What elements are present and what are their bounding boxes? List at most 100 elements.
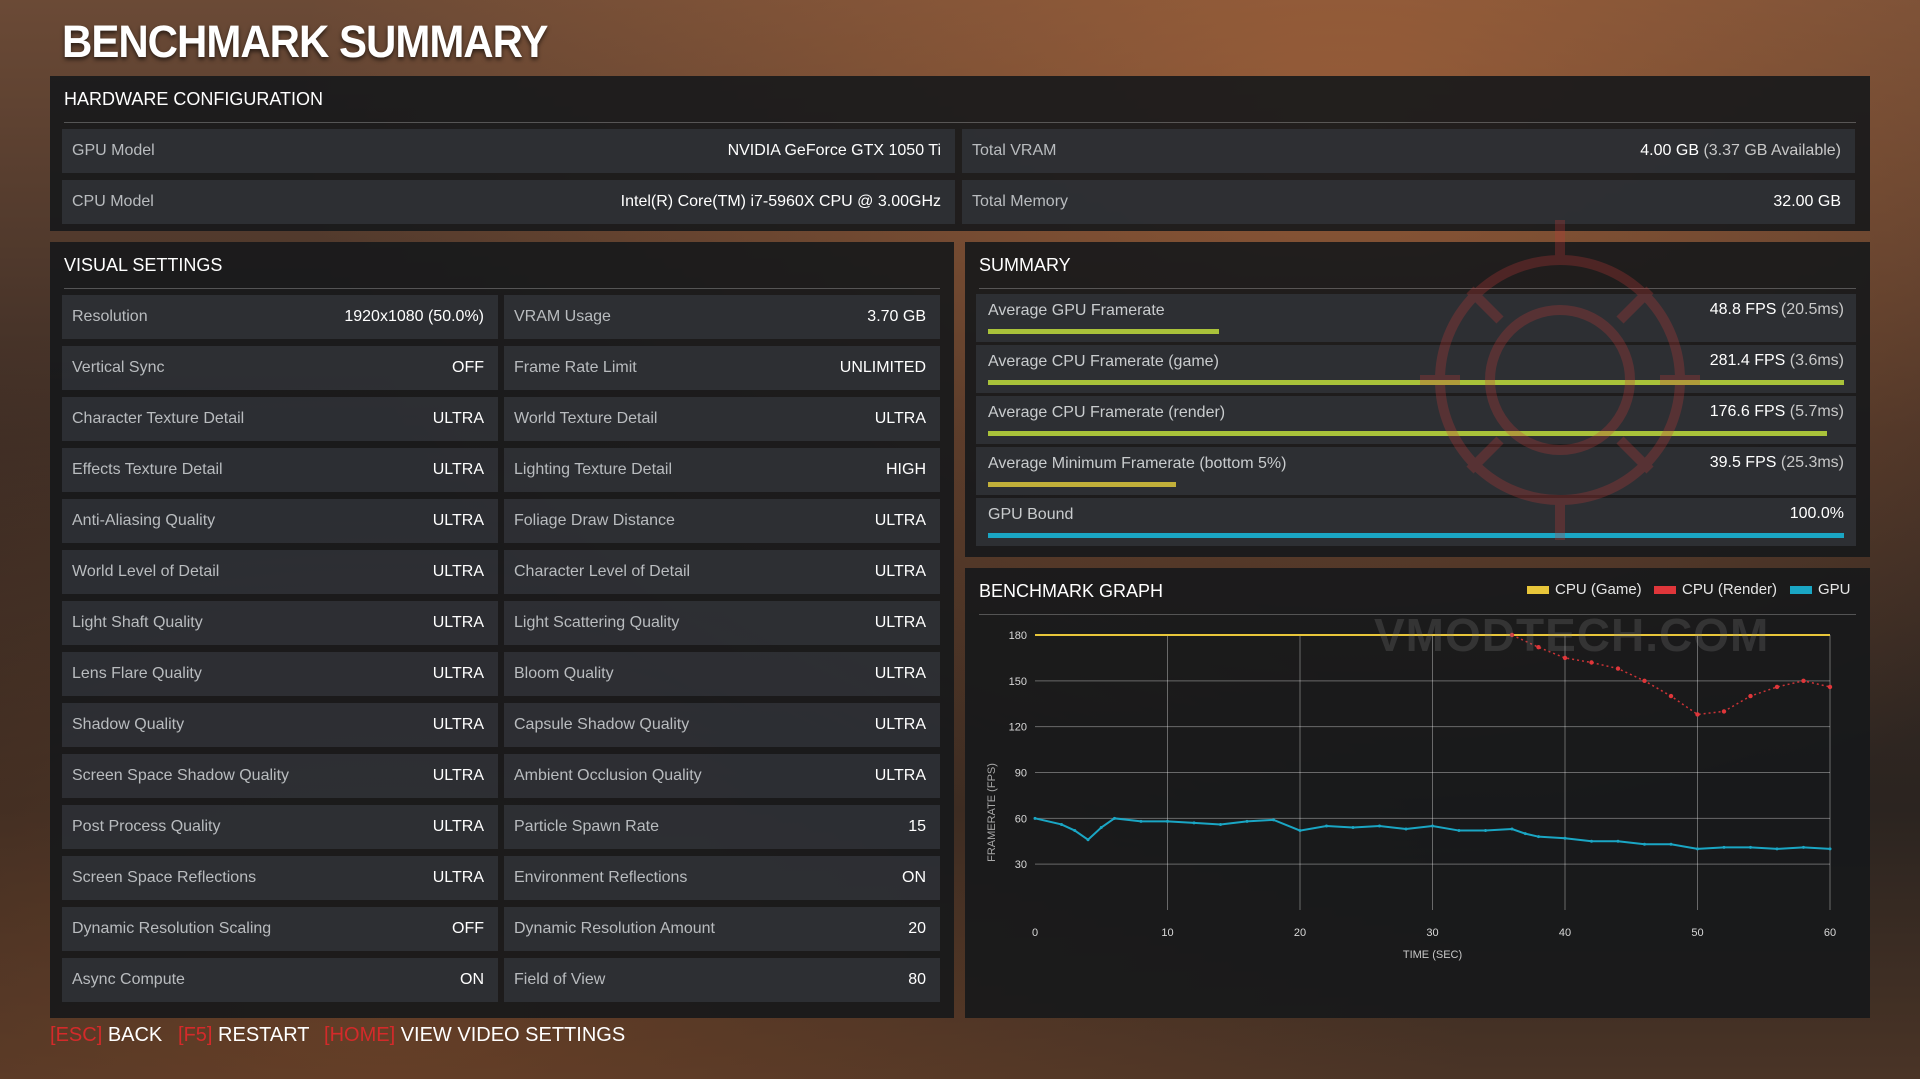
setting-value: ULTRA <box>874 716 926 733</box>
summary-bar <box>988 380 1844 385</box>
y-axis-label: FRAMERATE (FPS) <box>986 763 998 862</box>
gpu-point <box>1722 845 1726 849</box>
setting-row: World Texture Detail ULTRA <box>504 397 940 441</box>
setting-label: Dynamic Resolution Scaling <box>72 920 272 937</box>
view-video-settings-label: VIEW VIDEO SETTINGS <box>400 1024 626 1046</box>
watermark-text: VMODTECH.COM <box>1374 609 1770 661</box>
setting-label: Lens Flare Quality <box>72 665 202 682</box>
setting-label: Resolution <box>72 308 148 325</box>
gpu-point <box>1139 819 1143 823</box>
setting-value: ULTRA <box>874 767 926 784</box>
summary-label: Average CPU Framerate (game) <box>988 353 1219 370</box>
summary-bar <box>988 431 1827 436</box>
setting-row: Screen Space Reflections ULTRA <box>62 856 498 900</box>
setting-value: 3.70 GB <box>867 308 926 325</box>
hardware-label: Total VRAM <box>972 142 1057 159</box>
cpu-render-point <box>1589 660 1594 665</box>
setting-value: ULTRA <box>432 563 484 580</box>
restart-button[interactable]: [F5] RESTART <box>178 1024 310 1047</box>
gpu-point <box>1775 847 1779 851</box>
x-axis-label: TIME (SEC) <box>1403 949 1462 961</box>
back-button[interactable]: [ESC] BACK <box>50 1024 162 1047</box>
setting-label: Ambient Occlusion Quality <box>514 767 702 784</box>
setting-row: Lens Flare Quality ULTRA <box>62 652 498 696</box>
gpu-point <box>1616 839 1620 843</box>
setting-row: Dynamic Resolution Scaling OFF <box>62 907 498 951</box>
y-tick-label: 90 <box>1015 768 1027 780</box>
setting-value: ON <box>902 869 926 886</box>
setting-row: Character Level of Detail ULTRA <box>504 550 940 594</box>
setting-row: Anti-Aliasing Quality ULTRA <box>62 499 498 543</box>
setting-value: HIGH <box>886 461 926 478</box>
gpu-point <box>1325 824 1328 828</box>
gpu-point <box>1537 835 1540 839</box>
gpu-point <box>1523 832 1527 836</box>
setting-label: World Level of Detail <box>72 563 220 580</box>
visual-settings-panel: VISUAL SETTINGS Resolution 1920x1080 (50.… <box>50 242 954 1018</box>
y-tick-label: 150 <box>1009 676 1027 688</box>
summary-row: Average GPU Framerate 48.8 FPS (20.5ms) <box>976 294 1856 342</box>
setting-value: ULTRA <box>874 512 926 529</box>
setting-row: Resolution 1920x1080 (50.0%) <box>62 295 498 339</box>
setting-value: ULTRA <box>874 410 926 427</box>
setting-value: OFF <box>452 920 484 937</box>
setting-row: Light Scattering Quality ULTRA <box>504 601 940 645</box>
gpu-point <box>1378 824 1381 828</box>
setting-value: 80 <box>908 971 926 988</box>
setting-label: Light Scattering Quality <box>514 614 680 631</box>
x-tick-label: 50 <box>1691 927 1703 939</box>
setting-value: ULTRA <box>874 665 926 682</box>
setting-value: ULTRA <box>432 869 484 886</box>
hardware-label: GPU Model <box>72 142 155 159</box>
setting-value: OFF <box>452 359 484 376</box>
setting-label: Effects Texture Detail <box>72 461 223 478</box>
x-tick-label: 40 <box>1559 927 1571 939</box>
summary-value: 39.5 FPS (25.3ms) <box>1709 454 1844 471</box>
setting-row: Dynamic Resolution Amount 20 <box>504 907 940 951</box>
setting-value: ULTRA <box>432 410 484 427</box>
hardware-row-total-memory: Total Memory 32.00 GB <box>962 180 1855 224</box>
setting-row: World Level of Detail ULTRA <box>62 550 498 594</box>
back-key-hint: [ESC] <box>50 1024 103 1046</box>
video-settings-key-hint: [HOME] <box>324 1024 396 1046</box>
setting-row: Effects Texture Detail ULTRA <box>62 448 498 492</box>
setting-label: World Texture Detail <box>514 410 658 427</box>
setting-row: Vertical Sync OFF <box>62 346 498 390</box>
gpu-point <box>1828 847 1832 851</box>
setting-value: ULTRA <box>432 461 484 478</box>
setting-label: Post Process Quality <box>72 818 221 835</box>
gpu-point <box>1669 842 1673 846</box>
gpu-point <box>1749 845 1752 849</box>
setting-label: Lighting Texture Detail <box>514 461 673 478</box>
setting-value: ULTRA <box>432 614 484 631</box>
x-tick-label: 60 <box>1824 927 1836 939</box>
gpu-point <box>1590 839 1593 843</box>
gpu-series-line <box>1034 817 1831 850</box>
gpu-point <box>1484 829 1487 833</box>
setting-label: Shadow Quality <box>72 716 185 733</box>
view-video-settings-button[interactable]: [HOME] VIEW VIDEO SETTINGS <box>324 1024 625 1047</box>
summary-row: Average CPU Framerate (game) 281.4 FPS (3… <box>976 345 1856 393</box>
back-button-label: BACK <box>107 1024 163 1046</box>
gpu-point <box>1073 829 1077 833</box>
setting-label: Foliage Draw Distance <box>514 512 675 529</box>
setting-label: Anti-Aliasing Quality <box>72 512 216 529</box>
legend-swatch <box>1790 586 1812 595</box>
summary-bar <box>988 329 1219 334</box>
gpu-point <box>1563 836 1567 840</box>
restart-key-hint: [F5] <box>178 1024 213 1046</box>
setting-label: Light Shaft Quality <box>72 614 203 631</box>
hardware-row-gpu-model: GPU Model NVIDIA GeForce GTX 1050 Ti <box>62 129 955 173</box>
setting-row: Light Shaft Quality ULTRA <box>62 601 498 645</box>
cpu-render-point <box>1827 684 1833 690</box>
gpu-point <box>1219 822 1222 826</box>
setting-row: Frame Rate Limit UNLIMITED <box>504 346 940 390</box>
setting-row: Environment Reflections ON <box>504 856 940 900</box>
legend-cpu-render: CPU (Render) <box>1654 581 1777 598</box>
setting-value: ULTRA <box>432 716 484 733</box>
setting-value: 20 <box>908 920 926 937</box>
x-tick-label: 0 <box>1032 927 1038 939</box>
summary-label: Average CPU Framerate (render) <box>988 404 1226 421</box>
setting-value: 1920x1080 (50.0%) <box>344 308 484 325</box>
summary-value: 100.0% <box>1789 505 1844 522</box>
